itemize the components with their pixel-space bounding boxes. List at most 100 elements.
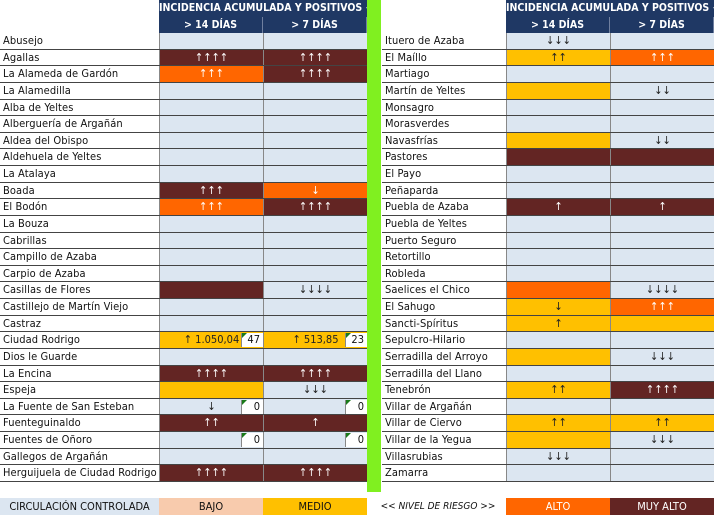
cell-7-days: ↑↑↑↑ xyxy=(263,199,367,215)
municipality-name: Puerto Seguro xyxy=(385,233,457,247)
trend-value: ↓↓↓↓ xyxy=(298,283,333,297)
table-row: Puebla de Yeltes xyxy=(382,215,714,233)
cell-7-days: ↑↑↑↑ xyxy=(263,365,367,382)
legend-risk-level: << NIVEL DE RIESGO >> xyxy=(380,501,496,512)
cell-14-days: ↑↑↑↑ xyxy=(159,365,263,382)
table-row: Puerto Seguro xyxy=(382,232,714,250)
cell-7-days: ↓↓↓ xyxy=(610,432,714,448)
table-row: Alba de Yeltes xyxy=(0,99,367,117)
trend-value: ↑↑ xyxy=(550,50,567,64)
cell-14-days xyxy=(159,99,263,116)
municipality-name: Villasrubias xyxy=(385,449,443,463)
municipality-name: La Alameda de Gardón xyxy=(3,67,119,81)
trend-value: ↑ xyxy=(554,200,563,214)
trend-value: ↓↓↓ xyxy=(650,349,675,363)
cell-7-days xyxy=(610,215,714,232)
cell-7-days xyxy=(610,149,714,166)
cell-7-days xyxy=(263,99,367,116)
cell-14-days xyxy=(506,82,610,99)
table-row: La Bouza xyxy=(0,215,367,233)
municipality-name: Puebla de Yeltes xyxy=(385,216,468,230)
cell-7-days: ↑↑↑↑ xyxy=(263,49,367,66)
municipality-name: Sancti-Spíritus xyxy=(385,316,459,330)
cell-14-days: ↑↑↑↑ xyxy=(159,465,263,481)
trend-value: ↑↑↑↑ xyxy=(194,50,229,64)
cell-7-days xyxy=(610,398,714,415)
table-row: Monsagro xyxy=(382,99,714,117)
cell-14-days xyxy=(506,265,610,282)
table-row: Sepulcro-Hilario xyxy=(382,332,714,349)
cases-count-badge: 0 xyxy=(241,433,263,448)
cell-7-days xyxy=(610,365,714,382)
table-row: Carpio de Azaba xyxy=(0,265,367,283)
cell-14-days: ↑ xyxy=(506,315,610,332)
cell-7-days xyxy=(263,448,367,465)
trend-value: ↓↓↓↓ xyxy=(645,283,680,297)
municipality-name: Pastores xyxy=(385,150,428,164)
table-row: Villar de la Yegua ↓↓↓ xyxy=(382,432,714,449)
cell-14-days xyxy=(506,215,610,232)
trend-value: ↓↓↓ xyxy=(650,433,675,447)
cell-7-days: ↑↑↑ xyxy=(610,299,714,315)
municipality-name: Gallegos de Argañán xyxy=(3,449,108,463)
municipality-name: Espeja xyxy=(3,383,37,397)
cell-14-days xyxy=(506,66,610,82)
cell-14-days xyxy=(506,282,610,299)
table-row: Agallas ↑↑↑↑ ↑↑↑↑ xyxy=(0,49,367,67)
cell-7-days: ↓↓↓ xyxy=(610,348,714,365)
table-row: Aldehuela de Yeltes xyxy=(0,149,367,167)
municipality-name: Morasverdes xyxy=(385,117,450,131)
column-header-14-days-right: > 14 DÍAS xyxy=(506,17,610,33)
municipality-name: Villar de Argañán xyxy=(385,399,472,413)
cell-14-days xyxy=(506,132,610,149)
cell-7-days xyxy=(610,99,714,116)
cell-14-days xyxy=(159,132,263,149)
cases-count-badge: 47 xyxy=(241,333,263,348)
municipality-name: Zamarra xyxy=(385,466,429,480)
cell-7-days: ↓↓ xyxy=(610,132,714,149)
cell-14-days xyxy=(159,348,263,365)
cell-7-days: ↑ 513,85 23 xyxy=(263,332,367,348)
table-row: Ciudad Rodrigo ↑ 1.050,04 47 ↑ 513,85 23 xyxy=(0,332,367,349)
table-row: Saelices el Chico ↓↓↓↓ xyxy=(382,282,714,300)
table-row: Pastores xyxy=(382,149,714,167)
cell-7-days: ↑↑ xyxy=(610,415,714,432)
table-row: Ituero de Azaba ↓↓↓ xyxy=(382,33,714,50)
cell-14-days xyxy=(506,232,610,249)
cell-14-days xyxy=(506,348,610,365)
trend-value: ↓↓↓ xyxy=(546,449,571,463)
cell-14-days xyxy=(159,315,263,332)
cell-7-days: ↑ xyxy=(610,199,714,215)
cell-7-days xyxy=(610,448,714,465)
cell-7-days: ↑↑↑ xyxy=(610,49,714,66)
cell-14-days xyxy=(159,249,263,265)
trend-value: ↑↑ xyxy=(550,383,567,397)
trend-value: ↑↑↑↑ xyxy=(194,466,229,480)
table-row: Sancti-Spíritus ↑ xyxy=(382,315,714,333)
cell-14-days: ↑↑ xyxy=(506,49,610,66)
table-row: Villasrubias ↓↓↓ xyxy=(382,448,714,466)
cell-7-days xyxy=(263,149,367,166)
municipality-name: Ituero de Azaba xyxy=(385,34,465,47)
table-row: Villar de Argañán xyxy=(382,398,714,416)
trend-value: ↓↓↓ xyxy=(303,383,328,397)
municipality-name: Castillejo de Martín Viejo xyxy=(3,300,129,314)
cell-7-days xyxy=(263,315,367,332)
table-row: Zamarra xyxy=(382,465,714,482)
cell-14-days: ↓ 0 xyxy=(159,398,263,415)
legend-low: BAJO xyxy=(159,498,263,515)
table-row: Villar de Ciervo ↑↑ ↑↑ xyxy=(382,415,714,433)
table-row: Fuenteguinaldo ↑↑ ↑ xyxy=(0,415,367,433)
municipality-name: El Maíllo xyxy=(385,50,427,64)
table-row: Peñaparda xyxy=(382,182,714,200)
cell-7-days: ↑ xyxy=(263,415,367,432)
municipality-name: La Encina xyxy=(3,366,52,380)
cell-14-days xyxy=(506,249,610,265)
cell-7-days xyxy=(610,232,714,249)
cell-14-days: ↑↑↑ xyxy=(159,182,263,199)
municipality-name: Saelices el Chico xyxy=(385,283,470,297)
table-row: Abusejo xyxy=(0,33,367,50)
cell-7-days xyxy=(610,33,714,49)
cell-7-days xyxy=(263,166,367,182)
cell-7-days xyxy=(610,332,714,348)
